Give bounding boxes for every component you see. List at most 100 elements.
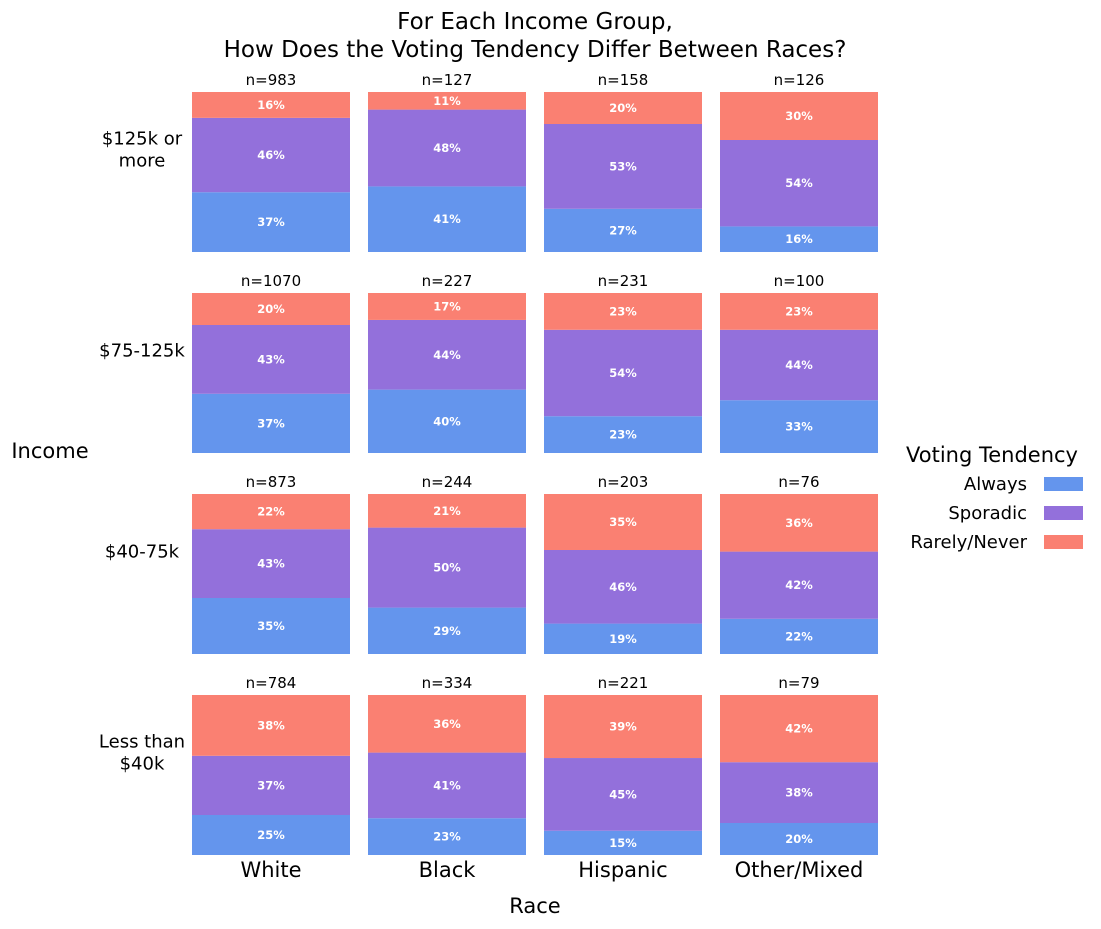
row-label: $40-75k (105, 542, 180, 563)
data-label-rarely-never: 36% (785, 516, 813, 530)
bar-segment-rarely-never (368, 695, 526, 753)
data-label-always: 37% (257, 416, 285, 430)
facet-3-0: n=784 25% 37% 38% (192, 674, 350, 855)
data-label-sporadic: 54% (785, 176, 813, 190)
bar-segment-rarely-never (720, 494, 878, 552)
facet-0-2: n=158 27% 53% 20% (544, 71, 702, 252)
bar-segment-rarely-never (544, 92, 702, 124)
facet-0-3: n=126 16% 54% 30% (720, 71, 878, 252)
bar-segment-sporadic (368, 109, 526, 187)
facet-3-1: n=334 23% 41% 36% (368, 674, 526, 855)
data-label-sporadic: 42% (785, 578, 813, 592)
legend-title: Voting Tendency (906, 443, 1078, 467)
chart-title-line-2: How Does the Voting Tendency Differ Betw… (224, 37, 847, 63)
data-label-rarely-never: 22% (257, 505, 285, 519)
bar-segment-always (192, 815, 350, 855)
bar-segment-always (192, 598, 350, 654)
column-label: White (240, 858, 301, 882)
data-label-rarely-never: 20% (257, 302, 285, 316)
row-label: $75-125k (99, 341, 185, 362)
sample-size-label: n=100 (774, 272, 825, 290)
bar-segment-sporadic (368, 752, 526, 819)
data-label-always: 40% (433, 414, 461, 428)
bar-segment-sporadic (368, 319, 526, 390)
sample-size-label: n=873 (246, 473, 297, 491)
facet-1-0: n=1070 37% 43% 20% (192, 272, 350, 453)
bar-segment-always (544, 623, 702, 654)
legend-item-sporadic: Sporadic (948, 503, 1083, 524)
data-label-sporadic: 50% (433, 561, 461, 575)
legend-label: Rarely/Never (910, 532, 1027, 553)
data-label-sporadic: 41% (433, 778, 461, 792)
data-label-sporadic: 46% (609, 580, 637, 594)
data-label-rarely-never: 36% (433, 717, 461, 731)
bar-segment-sporadic (720, 762, 878, 823)
bar-segment-sporadic (544, 550, 702, 624)
data-label-always: 15% (609, 836, 637, 850)
data-label-rarely-never: 17% (433, 299, 461, 313)
facet-0-1: n=127 41% 48% 11% (368, 71, 526, 252)
facet-0-0: n=983 37% 46% 16% (192, 71, 350, 252)
data-label-sporadic: 45% (609, 787, 637, 801)
column-label: Other/Mixed (735, 858, 864, 882)
data-label-sporadic: 44% (433, 348, 461, 362)
column-labels: White Black Hispanic Other/Mixed (240, 858, 863, 882)
bar-segment-always (192, 393, 350, 453)
data-label-rarely-never: 16% (257, 98, 285, 112)
data-label-rarely-never: 39% (609, 720, 637, 734)
bar-segment-rarely-never (720, 293, 878, 330)
data-label-rarely-never: 23% (609, 304, 637, 318)
sample-size-label: n=203 (598, 473, 649, 491)
bar-segment-sporadic (368, 527, 526, 608)
bar-segment-sporadic (720, 329, 878, 401)
bar-segment-sporadic (544, 329, 702, 417)
legend-swatch (1044, 506, 1083, 520)
bar-segment-sporadic (192, 325, 350, 394)
bar-segment-sporadic (192, 529, 350, 598)
data-label-rarely-never: 35% (609, 515, 637, 529)
facet-1-3: n=100 33% 44% 23% (720, 272, 878, 453)
bar-segment-always (720, 400, 878, 453)
data-label-always: 19% (609, 632, 637, 646)
column-label: Hispanic (578, 858, 667, 882)
bar-segment-sporadic (720, 551, 878, 619)
data-label-always: 41% (433, 212, 461, 226)
bar-segment-rarely-never (544, 494, 702, 550)
data-label-sporadic: 37% (257, 778, 285, 792)
data-label-always: 16% (785, 232, 813, 246)
data-label-always: 20% (785, 832, 813, 846)
bar-segment-always (368, 607, 526, 654)
legend-label: Always (964, 474, 1027, 495)
bar-segment-always (368, 818, 526, 855)
legend: Voting Tendency Always Sporadic Rarely/Nev… (906, 443, 1083, 553)
data-label-rarely-never: 21% (433, 504, 461, 518)
data-label-sporadic: 46% (257, 148, 285, 162)
data-label-always: 35% (257, 619, 285, 633)
sample-size-label: n=334 (422, 674, 473, 692)
bar-segment-always (368, 186, 526, 252)
facet-3-3: n=79 20% 38% 42% (720, 674, 878, 855)
bar-segment-sporadic (544, 758, 702, 831)
data-label-always: 25% (257, 828, 285, 842)
facet-2-2: n=203 19% 46% 35% (544, 473, 702, 654)
row-label: Less than (99, 732, 185, 753)
bar-segment-rarely-never (544, 293, 702, 330)
bar-segment-rarely-never (192, 92, 350, 118)
sample-size-label: n=784 (246, 674, 297, 692)
bar-segment-rarely-never (192, 494, 350, 530)
sample-size-label: n=126 (774, 71, 825, 89)
data-label-always: 33% (785, 420, 813, 434)
data-label-always: 22% (785, 629, 813, 643)
sample-size-label: n=983 (246, 71, 297, 89)
bar-segment-sporadic (192, 117, 350, 193)
facet-3-2: n=221 15% 45% 39% (544, 674, 702, 855)
bar-segment-sporadic (544, 124, 702, 209)
bar-segment-always (544, 416, 702, 453)
bar-segment-sporadic (720, 140, 878, 227)
facet-1-2: n=231 23% 54% 23% (544, 272, 702, 453)
sample-size-label: n=244 (422, 473, 473, 491)
bar-segment-rarely-never (720, 92, 878, 140)
legend-label: Sporadic (948, 503, 1027, 524)
column-label: Black (419, 858, 477, 882)
